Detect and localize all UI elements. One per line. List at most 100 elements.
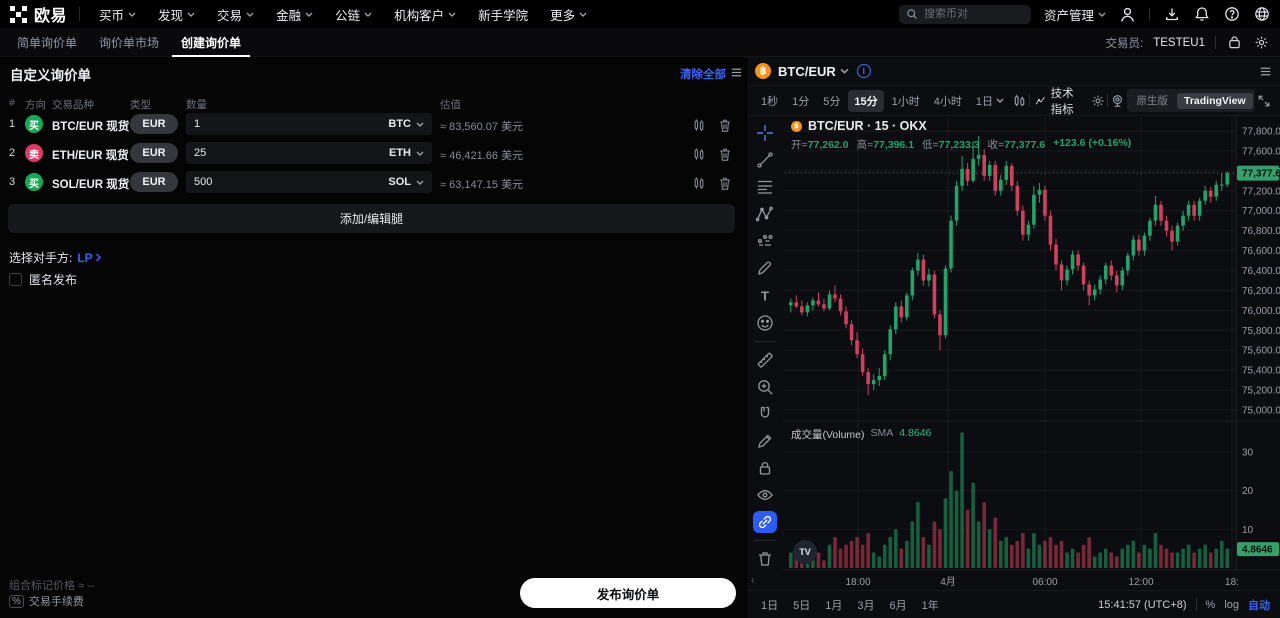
chart-canvas[interactable]: 77,800.077,600.077,400.077,200.077,000.0… (783, 116, 1280, 590)
native-mode-button[interactable]: 原生版 (1136, 95, 1168, 107)
menu-item-公链[interactable]: 公链 (324, 0, 383, 28)
xabcd-pattern-icon[interactable] (753, 203, 777, 225)
type-button[interactable]: EUR (130, 114, 178, 134)
notifications-bell-icon[interactable] (1193, 6, 1210, 23)
menu-item-机构客户[interactable]: 机构客户 (383, 0, 467, 28)
trash-icon[interactable] (753, 548, 777, 570)
open-chart-icon[interactable] (690, 145, 708, 163)
text-icon[interactable]: T (753, 284, 777, 306)
svg-text:4.8646: 4.8646 (1242, 545, 1273, 556)
open-chart-icon[interactable] (690, 116, 708, 134)
timeframe-button-4小时[interactable]: 4小时 (933, 95, 962, 108)
timeframe-button-15分[interactable]: 15分 (848, 89, 884, 112)
menu-item-买币[interactable]: 买币 (88, 0, 147, 28)
magnet-icon[interactable] (753, 403, 777, 425)
chevron-down-icon (305, 12, 313, 17)
instrument-selector[interactable]: ETH/EUR 现货 (52, 147, 141, 163)
counterparty-link[interactable]: LP (77, 251, 101, 265)
tab-询价单市场[interactable]: 询价单市场 (99, 35, 160, 50)
forecast-icon[interactable] (753, 230, 777, 252)
chart-footer: 1日 5日 1月 3月 6月 1年 15:41:57 (UTC+8) % log 自动 (747, 590, 1280, 618)
screenshot-camera-icon[interactable] (1110, 91, 1125, 111)
log-scale-button[interactable]: log (1224, 598, 1239, 611)
fullscreen-expand-icon[interactable] (1257, 91, 1272, 111)
search-icon (906, 8, 918, 20)
instrument-selector[interactable]: BTC/EUR 现货 (52, 118, 141, 134)
clear-all-button[interactable]: 清除全部 (680, 69, 726, 81)
currency-selector[interactable]: ETH (389, 147, 432, 159)
range-button-1月[interactable]: 1月 (825, 599, 843, 612)
range-button-3月[interactable]: 3月 (857, 599, 875, 612)
ruler-icon[interactable] (753, 349, 777, 371)
menu-item-发现[interactable]: 发现 (147, 0, 206, 28)
zoom-in-icon[interactable] (753, 376, 777, 398)
open-chart-icon[interactable] (690, 174, 708, 192)
anonymous-checkbox[interactable] (9, 273, 22, 286)
type-button[interactable]: EUR (130, 172, 178, 192)
add-edit-legs-button[interactable]: 添加/编辑腿 (8, 204, 735, 233)
info-icon[interactable]: i (856, 64, 871, 78)
svg-text:T: T (761, 288, 769, 303)
timeframe-button-1小时[interactable]: 1小时 (891, 95, 920, 108)
candle-style-icon[interactable] (1012, 91, 1027, 111)
delete-leg-icon[interactable] (716, 174, 734, 192)
pencil-icon[interactable] (753, 430, 777, 452)
assets-menu[interactable]: 资产管理 (1044, 5, 1106, 24)
timeframe-button-5分[interactable]: 5分 (823, 95, 841, 108)
globe-language-icon[interactable] (1253, 6, 1270, 23)
indicator-settings-gear-icon[interactable] (1090, 91, 1105, 111)
delete-leg-icon[interactable] (716, 116, 734, 134)
amount-input[interactable] (186, 176, 389, 188)
user-icon[interactable] (1119, 6, 1136, 23)
type-button[interactable]: EUR (130, 143, 178, 163)
menu-item-新手学院[interactable]: 新手学院 (467, 0, 539, 28)
brush-icon[interactable] (753, 257, 777, 279)
amount-input[interactable] (186, 147, 389, 159)
currency-selector[interactable]: SOL (388, 176, 432, 188)
menu-item-更多[interactable]: 更多 (539, 0, 598, 28)
trend-line-icon[interactable] (753, 149, 777, 171)
timeframe-button-1分[interactable]: 1分 (792, 95, 810, 108)
range-button-6月[interactable]: 6月 (889, 599, 907, 612)
amount-input[interactable] (186, 118, 389, 130)
tradingview-mode-button[interactable]: TradingView (1176, 92, 1253, 109)
range-button-1日[interactable]: 1日 (761, 599, 779, 612)
fib-retracement-icon[interactable] (753, 176, 777, 198)
instrument-selector[interactable]: SOL/EUR 现货 (52, 176, 141, 192)
leg-value: ≈ 46,421.66 美元 (440, 150, 524, 162)
publish-rfq-button[interactable]: 发布询价单 (520, 578, 736, 608)
download-app-icon[interactable] (1163, 6, 1180, 23)
tab-创建询价单[interactable]: 创建询价单 (172, 28, 250, 57)
tab-简单询价单[interactable]: 简单询价单 (17, 35, 78, 50)
range-button-5日[interactable]: 5日 (793, 599, 811, 612)
crosshair-icon[interactable] (753, 122, 777, 144)
link-icon[interactable] (753, 511, 777, 534)
symbol-selector[interactable]: BTC/EUR (778, 64, 849, 79)
search-input[interactable] (923, 8, 1024, 20)
menu-item-金融[interactable]: 金融 (265, 0, 324, 28)
candlestick-chart-svg[interactable]: 77,800.077,600.077,400.077,200.077,000.0… (783, 116, 1280, 590)
lock-icon[interactable] (753, 457, 777, 479)
menu-item-label: 公链 (335, 8, 361, 23)
help-icon[interactable] (1223, 6, 1240, 23)
svg-text:18:00: 18:00 (845, 577, 870, 588)
eye-icon[interactable] (753, 484, 777, 506)
search-box[interactable] (898, 4, 1031, 24)
emoji-icon[interactable] (753, 312, 777, 334)
currency-selector[interactable]: BTC (388, 118, 432, 130)
collapse-toolbar-icon[interactable]: ‹ (751, 575, 755, 587)
clock[interactable]: 15:41:57 (UTC+8) (1098, 598, 1187, 611)
orders-icon[interactable] (1226, 34, 1243, 51)
okx-logo[interactable]: 欧易 (0, 2, 79, 26)
menu-item-交易[interactable]: 交易 (206, 0, 265, 28)
percent-scale-button[interactable]: % (1205, 598, 1216, 611)
range-button-1年[interactable]: 1年 (921, 599, 939, 612)
timeframe-button-1秒[interactable]: 1秒 (761, 95, 779, 108)
indicators-button[interactable]: 技术指标 (1032, 85, 1088, 117)
chart-menu-icon[interactable] (1259, 65, 1272, 78)
delete-leg-icon[interactable] (716, 145, 734, 163)
panel-menu-icon[interactable] (730, 66, 743, 79)
timeframe-button-1日[interactable]: 1日 (970, 90, 1010, 112)
settings-gear-icon[interactable] (1253, 34, 1270, 51)
auto-scale-button[interactable]: 自动 (1248, 599, 1270, 612)
